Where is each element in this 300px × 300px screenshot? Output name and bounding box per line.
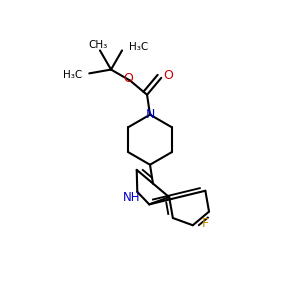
Text: H₃C: H₃C: [129, 42, 149, 52]
Text: O: O: [164, 69, 173, 82]
Text: CH₃: CH₃: [88, 40, 107, 50]
Text: N: N: [145, 108, 155, 121]
Text: NH: NH: [123, 191, 141, 204]
Text: H₃C: H₃C: [63, 70, 82, 80]
Text: O: O: [123, 72, 133, 85]
Text: F: F: [202, 217, 209, 230]
